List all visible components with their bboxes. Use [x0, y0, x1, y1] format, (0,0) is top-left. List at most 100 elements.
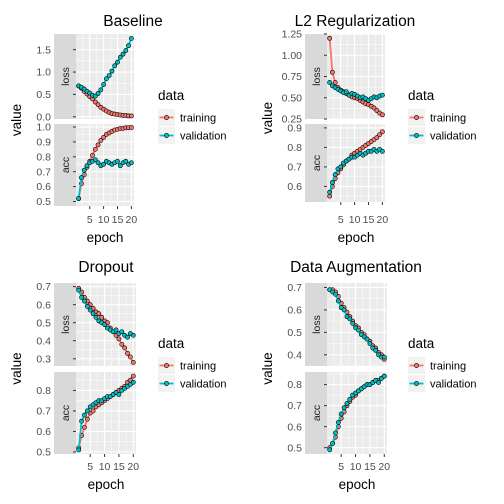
legend-label-training: training — [430, 113, 466, 125]
data-point-validation — [376, 380, 381, 385]
data-point-validation — [379, 148, 385, 154]
y-tick-label: 0.7 — [36, 281, 51, 293]
data-point-validation — [84, 304, 90, 309]
data-point-validation — [95, 160, 101, 166]
y-tick-label: 0.3 — [36, 353, 51, 365]
x-tick-label: 20 — [378, 461, 390, 473]
y-tick-label: 0.75 — [282, 71, 303, 83]
data-point-validation — [117, 163, 123, 169]
chart-3: Dropout loss 0.3 0.4 0.5 0.6 0.7 acc 0.5 0.6 0.7 0.… — [9, 259, 226, 492]
legend-label-training: training — [180, 361, 216, 373]
data-point-validation — [130, 379, 136, 385]
data-point-validation — [123, 48, 129, 53]
panel-loss: loss 0.4 0.5 0.6 0.7 — [287, 282, 387, 367]
data-point-validation — [76, 196, 82, 201]
x-axis-title: epoch — [88, 477, 125, 492]
data-point-validation — [335, 420, 341, 425]
data-point-training — [84, 416, 90, 422]
y-tick-label: 1.0 — [36, 67, 51, 79]
legend-label-validation: validation — [180, 131, 226, 143]
data-point-training — [92, 146, 98, 152]
x-tick-label: 5 — [338, 214, 344, 226]
x-tick-label: 20 — [127, 461, 139, 473]
data-point-training — [327, 35, 333, 41]
data-point-validation — [347, 316, 353, 322]
data-point-training — [128, 354, 133, 360]
data-point-validation — [123, 158, 129, 164]
legend-key-point — [164, 381, 169, 386]
y-tick-label: 0.5 — [36, 447, 51, 459]
panel-loss: loss 0.25 0.50 0.75 1.00 1.25 — [282, 29, 385, 126]
data-point-validation — [101, 161, 107, 167]
x-tick-label: 15 — [112, 214, 124, 226]
legend: data training validation — [408, 88, 476, 144]
legend-key-point — [414, 133, 419, 138]
y-tick-label: 0.8 — [36, 151, 51, 163]
y-tick-label: 0.5 — [287, 327, 302, 339]
data-point-training — [374, 135, 380, 141]
legend-key-point — [414, 381, 419, 386]
data-point-validation — [343, 89, 349, 95]
data-point-training — [128, 113, 134, 119]
data-point-validation — [130, 332, 136, 338]
legend: data training validation — [158, 336, 226, 392]
panel-loss: loss 0.3 0.4 0.5 0.6 0.7 — [36, 281, 136, 366]
facet-strip-label: acc — [60, 157, 72, 173]
x-axis-title: epoch — [87, 230, 124, 245]
data-point-training — [332, 80, 338, 85]
x-tick-label: 5 — [87, 461, 93, 473]
x-axis-title: epoch — [338, 230, 375, 245]
data-point-validation — [119, 329, 125, 335]
data-point-validation — [373, 347, 379, 353]
x-tick-label: 20 — [126, 214, 138, 226]
legend-label-validation: validation — [430, 379, 476, 391]
data-point-validation — [79, 175, 84, 181]
facet-strip-label: loss — [311, 315, 323, 334]
data-point-training — [98, 137, 104, 143]
data-point-training — [327, 193, 333, 199]
data-point-validation — [327, 189, 333, 195]
data-point-validation — [117, 54, 123, 60]
data-point-validation — [125, 334, 130, 340]
panel-acc: acc 0.5 0.6 0.7 0.8 — [36, 372, 136, 459]
data-point-validation — [332, 172, 338, 178]
data-point-validation — [87, 307, 93, 313]
data-point-training — [119, 341, 125, 347]
data-point-training — [130, 359, 136, 365]
data-point-training — [379, 112, 385, 118]
data-point-validation — [115, 158, 120, 164]
data-point-validation — [330, 180, 335, 185]
facet-strip — [305, 124, 327, 202]
legend-label-validation: validation — [180, 379, 226, 391]
data-point-validation — [341, 405, 347, 411]
y-axis-title: value — [9, 104, 24, 136]
data-point-validation — [116, 392, 122, 397]
y-tick-label: 1.00 — [282, 50, 303, 62]
data-point-validation — [81, 167, 87, 173]
y-tick-label: 0.6 — [36, 299, 51, 311]
x-tick-label: 10 — [350, 461, 362, 473]
x-tick-label: 15 — [363, 214, 375, 226]
facet-strip — [54, 34, 76, 119]
data-point-validation — [330, 441, 335, 446]
data-point-validation — [102, 322, 107, 327]
data-point-validation — [95, 91, 101, 96]
facet-strip-label: acc — [60, 405, 72, 421]
chart-1: Baseline loss 0.0 0.5 1.0 1.5 acc 0.5 0.6 0.7 0.8 0… — [9, 13, 226, 245]
facet-strip — [54, 372, 76, 454]
y-tick-label: 1.5 — [36, 44, 51, 56]
data-point-validation — [101, 82, 107, 87]
data-point-validation — [98, 87, 104, 93]
legend-label-validation: validation — [430, 131, 476, 143]
y-tick-label: 0.6 — [36, 181, 51, 193]
legend-title: data — [158, 336, 185, 351]
y-axis-title: value — [260, 352, 275, 384]
data-point-validation — [367, 341, 373, 346]
data-point-validation — [350, 320, 356, 326]
data-point-validation — [92, 157, 98, 163]
y-tick-label: 0.7 — [36, 406, 51, 418]
facet-strip — [54, 283, 76, 366]
data-point-training — [122, 345, 128, 351]
legend: data training validation — [408, 336, 476, 392]
y-tick-label: 0.8 — [36, 385, 51, 397]
